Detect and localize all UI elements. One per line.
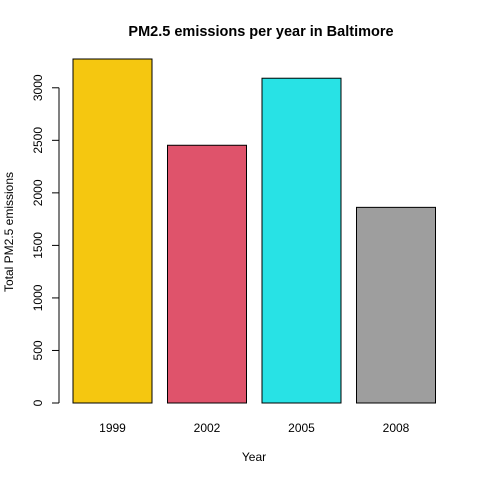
x-tick-label-2008: 2008 xyxy=(383,421,410,435)
x-tick-label-2005: 2005 xyxy=(288,421,315,435)
x-axis-label: Year xyxy=(242,450,266,464)
bar-2008 xyxy=(356,206,436,404)
x-tick-label-2002: 2002 xyxy=(194,421,221,435)
y-tick-label-3000: 3000 xyxy=(31,74,45,101)
bar-2002 xyxy=(167,144,247,404)
y-tick-label-500: 500 xyxy=(31,340,45,360)
bars xyxy=(72,58,436,404)
y-axis-label: Total PM2.5 emissions xyxy=(2,172,16,292)
y-tick-label-0: 0 xyxy=(31,399,45,406)
y-tick-label-2500: 2500 xyxy=(31,127,45,154)
y-tick-label-1000: 1000 xyxy=(31,284,45,311)
bar-2005 xyxy=(261,77,342,404)
y-axis: 0 500 1000 1500 2000 2500 3000 xyxy=(31,74,60,406)
bar-1999 xyxy=(72,58,153,404)
x-axis-labels: 1999 2002 2005 2008 xyxy=(99,421,410,435)
y-tick-label-1500: 1500 xyxy=(31,232,45,259)
y-tick-label-2000: 2000 xyxy=(31,179,45,206)
chart-title: PM2.5 emissions per year in Baltimore xyxy=(128,24,393,40)
x-tick-label-1999: 1999 xyxy=(99,421,126,435)
